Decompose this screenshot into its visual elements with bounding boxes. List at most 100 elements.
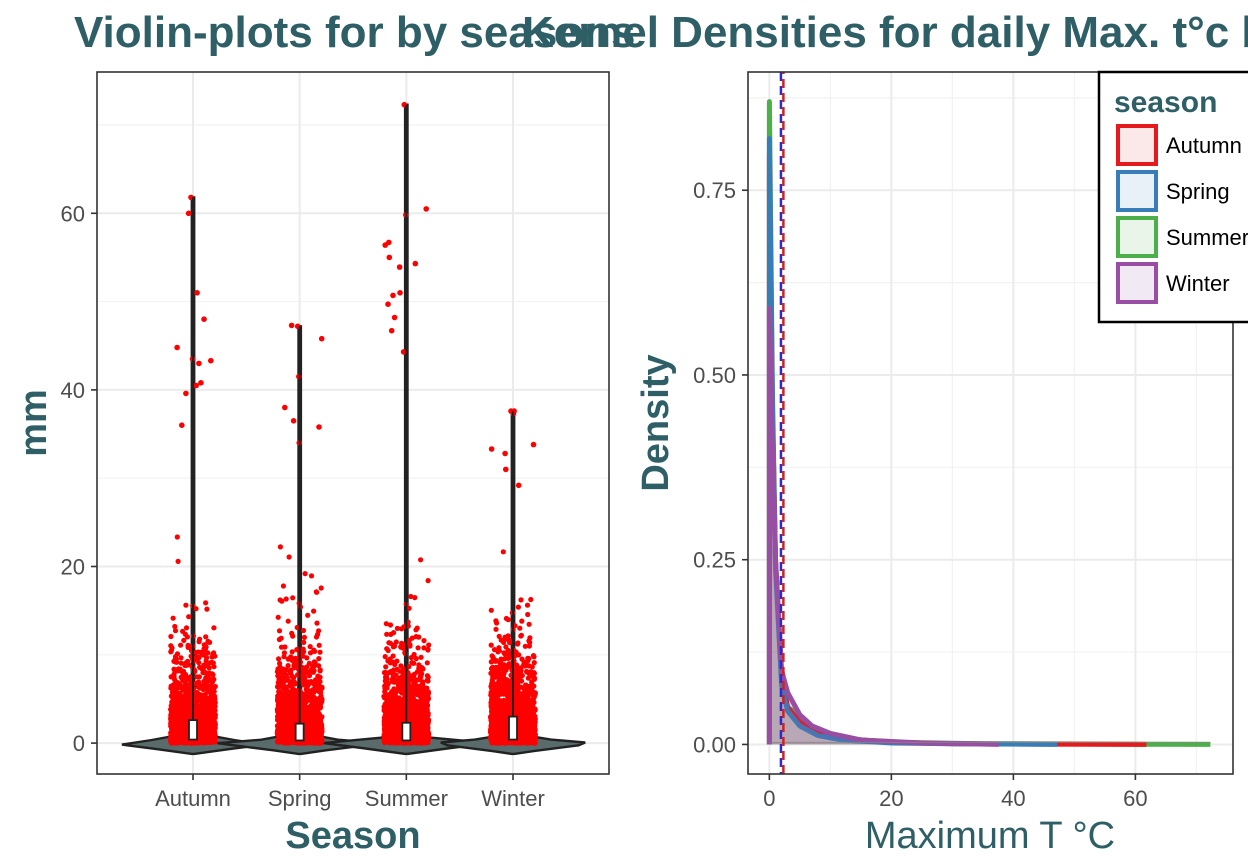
data-point [171, 671, 177, 677]
data-point [419, 737, 425, 743]
data-point [193, 649, 199, 656]
data-point [292, 680, 298, 686]
data-point [317, 737, 323, 744]
data-point [283, 684, 289, 690]
data-point [275, 710, 281, 716]
data-point [180, 628, 186, 634]
data-point [425, 647, 431, 653]
data-point [397, 699, 403, 706]
data-point [519, 618, 525, 624]
data-point [290, 633, 296, 639]
data-point [172, 732, 178, 738]
data-point [209, 679, 216, 685]
data-point [276, 628, 283, 634]
data-point [176, 667, 182, 673]
data-point [301, 639, 307, 646]
data-point [196, 739, 202, 746]
data-point [383, 664, 389, 670]
data-point [276, 735, 282, 741]
data-point [171, 666, 177, 672]
data-point [303, 699, 309, 705]
data-point [180, 670, 186, 676]
data-point [203, 634, 209, 640]
data-point [386, 726, 392, 732]
data-point [382, 669, 388, 676]
data-point [205, 689, 211, 695]
data-point [286, 554, 292, 560]
data-point [204, 660, 210, 666]
data-point [276, 656, 282, 662]
data-point [418, 557, 424, 563]
data-point [398, 679, 404, 685]
data-point [304, 685, 310, 691]
data-point [399, 711, 405, 717]
data-point [393, 688, 399, 695]
data-point [387, 669, 393, 676]
data-point [211, 718, 217, 724]
outlier-point [388, 327, 395, 334]
data-point [393, 707, 399, 713]
data-point [398, 686, 404, 692]
data-point [299, 705, 305, 711]
data-point [312, 648, 318, 655]
data-point [393, 739, 399, 746]
data-point [528, 596, 534, 603]
outlier-point [288, 322, 295, 329]
data-point [281, 650, 287, 656]
data-point [381, 737, 388, 743]
data-point [205, 650, 211, 656]
data-point [317, 701, 324, 707]
data-point [283, 596, 289, 602]
outlier-point [385, 301, 391, 308]
data-point [281, 654, 287, 660]
outlier-point [174, 344, 180, 351]
data-point [289, 649, 295, 655]
data-point [314, 620, 320, 626]
data-point [178, 655, 184, 661]
data-point [299, 665, 305, 671]
data-point [383, 621, 389, 627]
data-point [301, 674, 308, 681]
data-point [280, 583, 286, 589]
data-point [518, 632, 525, 638]
data-point [390, 653, 396, 659]
data-point [423, 707, 429, 713]
data-point [186, 614, 192, 620]
data-point [202, 646, 209, 652]
outlier-point [290, 418, 297, 424]
data-point [411, 651, 417, 658]
outlier-point [282, 404, 288, 411]
data-point [208, 687, 214, 693]
data-point [314, 589, 320, 595]
data-point [196, 679, 202, 685]
data-point [382, 686, 388, 692]
data-point [389, 710, 395, 717]
data-point [387, 622, 394, 628]
data-point [196, 691, 202, 698]
data-point [318, 693, 324, 699]
data-point [289, 673, 295, 679]
data-point [382, 654, 388, 660]
data-point [391, 724, 397, 730]
data-point [181, 637, 187, 644]
data-point [170, 693, 176, 699]
data-point [276, 705, 282, 711]
data-point [290, 701, 296, 707]
outlier-point [185, 210, 192, 217]
data-point [309, 726, 315, 732]
data-point [203, 600, 209, 606]
data-point [276, 677, 282, 683]
data-point [300, 627, 307, 634]
data-point [301, 693, 307, 699]
outlier-point [193, 382, 199, 389]
data-point [184, 676, 190, 682]
data-point [294, 663, 300, 669]
data-point [294, 688, 300, 694]
data-point [277, 597, 283, 603]
data-point [206, 665, 212, 671]
data-point [388, 693, 394, 699]
data-point [186, 686, 192, 692]
data-point [382, 726, 388, 733]
data-point [211, 664, 217, 670]
